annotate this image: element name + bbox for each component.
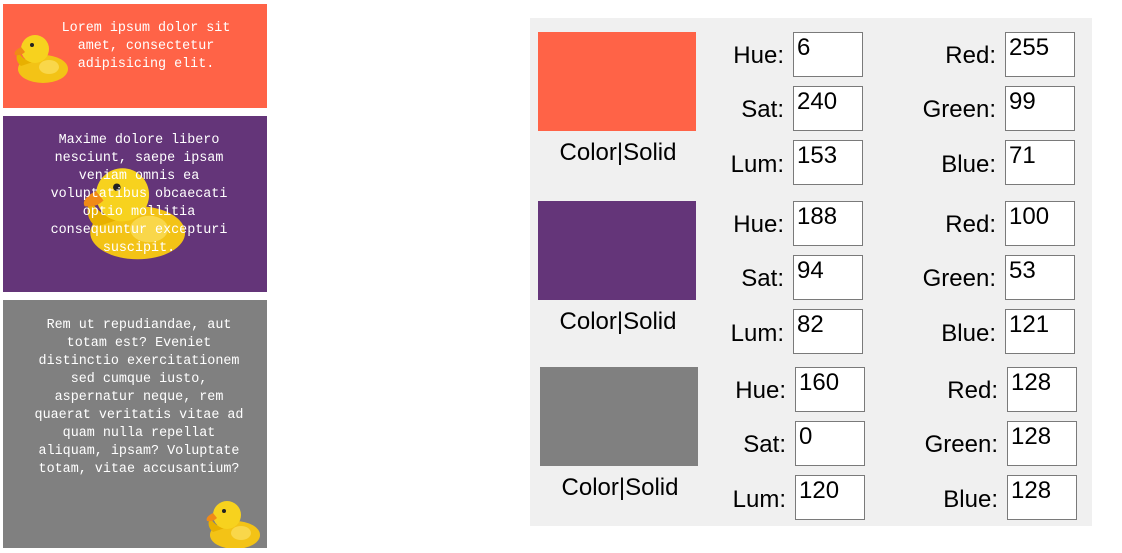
blue-label: Blue:	[943, 486, 998, 513]
hue-label: Hue:	[735, 377, 786, 404]
hue-label: Hue:	[733, 211, 784, 238]
sat-field[interactable]: 94	[793, 255, 863, 300]
green-label: Green:	[922, 265, 996, 292]
green-field[interactable]: 128	[1007, 421, 1077, 466]
hue-field[interactable]: 160	[795, 367, 865, 412]
red-label: Red:	[945, 42, 996, 69]
color-swatch[interactable]	[540, 367, 698, 466]
hue-field[interactable]: 6	[793, 32, 863, 77]
lum-field[interactable]: 82	[793, 309, 863, 354]
swatch-label: Color|Solid	[559, 139, 677, 166]
lum-label: Lum:	[730, 320, 784, 347]
color-swatch[interactable]	[538, 201, 696, 300]
blue-field[interactable]: 128	[1007, 475, 1077, 520]
blue-field[interactable]: 71	[1005, 140, 1075, 185]
green-label: Green:	[922, 96, 996, 123]
green-field[interactable]: 53	[1005, 255, 1075, 300]
lum-field[interactable]: 153	[793, 140, 863, 185]
hue-field[interactable]: 188	[793, 201, 863, 246]
red-label: Red:	[945, 211, 996, 238]
swatch-label: Color|Solid	[559, 308, 677, 335]
red-field[interactable]: 255	[1005, 32, 1075, 77]
card-text: Lorem ipsum dolor sit amet, consectetur …	[61, 21, 231, 72]
red-label: Red:	[947, 377, 998, 404]
card-purple: Maxime dolore libero nesciunt, saepe ips…	[3, 116, 267, 292]
green-label: Green:	[924, 431, 998, 458]
lum-label: Lum:	[730, 151, 784, 178]
rubber-duck-icon	[77, 158, 187, 267]
card-text: Maxime dolore libero nesciunt, saepe ips…	[50, 133, 228, 256]
red-field[interactable]: 100	[1005, 201, 1075, 246]
card-gray: Rem ut repudiandae, aut totam est? Eveni…	[3, 300, 267, 548]
blue-label: Blue:	[941, 320, 996, 347]
green-field[interactable]: 99	[1005, 86, 1075, 131]
sat-label: Sat:	[743, 431, 786, 458]
red-field[interactable]: 128	[1007, 367, 1077, 412]
lum-field[interactable]: 120	[795, 475, 865, 520]
blue-label: Blue:	[941, 151, 996, 178]
sat-label: Sat:	[741, 265, 784, 292]
rubber-duck-icon	[203, 496, 261, 548]
color-panel: Color|Solid Hue: 6 Sat: 240 Lum: 153 Red…	[530, 18, 1092, 526]
color-swatch[interactable]	[538, 32, 696, 131]
blue-field[interactable]: 121	[1005, 309, 1075, 354]
card-tomato: Lorem ipsum dolor sit amet, consectetur …	[3, 4, 267, 108]
rubber-duck-icon	[11, 30, 69, 89]
lum-label: Lum:	[732, 486, 786, 513]
card-text: Rem ut repudiandae, aut totam est? Eveni…	[34, 318, 244, 477]
sat-field[interactable]: 240	[793, 86, 863, 131]
sat-label: Sat:	[741, 96, 784, 123]
hue-label: Hue:	[733, 42, 784, 69]
sat-field[interactable]: 0	[795, 421, 865, 466]
swatch-label: Color|Solid	[561, 474, 679, 501]
